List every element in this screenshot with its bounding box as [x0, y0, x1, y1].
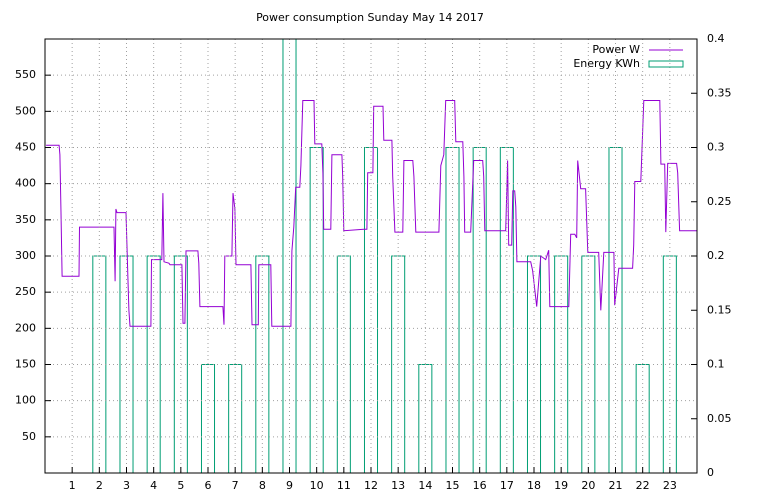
energy-bar	[581, 255, 596, 473]
x-tick-label: 16	[473, 479, 487, 492]
y-tick-label: 400	[15, 177, 36, 190]
x-tick-label: 10	[310, 479, 324, 492]
y-tick-label: 550	[15, 68, 36, 81]
y2-tick-label: 0.1	[707, 358, 725, 371]
y2-tick-label: 0	[707, 466, 714, 479]
y2-tick-label: 0.3	[707, 141, 725, 154]
x-tick-label: 15	[446, 479, 460, 492]
x-tick-label: 20	[581, 479, 595, 492]
x-tick-label: 9	[286, 479, 293, 492]
y-tick-label: 100	[15, 394, 36, 407]
y-tick-label: 500	[15, 104, 36, 117]
x-tick-label: 22	[636, 479, 650, 492]
y2-tick-label: 0.15	[707, 303, 732, 316]
y2-tick-label: 0.2	[707, 249, 725, 262]
x-tick-label: 12	[364, 479, 378, 492]
x-tick-label: 1	[69, 479, 76, 492]
energy-bar	[418, 364, 433, 473]
energy-bar	[336, 255, 351, 473]
y2-tick-label: 0.05	[707, 412, 732, 425]
x-tick-label: 18	[527, 479, 541, 492]
energy-bar	[608, 147, 623, 473]
y2-tick-label: 0.35	[707, 86, 732, 99]
energy-bar	[363, 147, 379, 473]
y-tick-label: 250	[15, 285, 36, 298]
y-tick-label: 350	[15, 213, 36, 226]
x-tick-label: 21	[609, 479, 623, 492]
x-tick-label: 4	[150, 479, 157, 492]
y2-tick-label: 0.25	[707, 195, 732, 208]
energy-bar	[635, 364, 650, 473]
x-tick-label: 13	[391, 479, 405, 492]
energy-bar	[228, 364, 243, 473]
plot-border	[44, 38, 698, 474]
x-tick-label: 11	[337, 479, 351, 492]
y-tick-label: 150	[15, 358, 36, 371]
energy-bar	[309, 147, 324, 473]
y-tick-label: 50	[22, 430, 36, 443]
x-tick-label: 17	[500, 479, 514, 492]
legend-swatch	[648, 60, 684, 68]
energy-bar	[200, 364, 216, 473]
x-tick-label: 7	[232, 479, 239, 492]
y2-tick-label: 0.4	[707, 32, 725, 45]
energy-bar	[282, 39, 297, 473]
x-tick-label: 23	[663, 479, 677, 492]
x-tick-label: 3	[123, 479, 130, 492]
power-line	[46, 100, 697, 327]
x-tick-label: 19	[554, 479, 568, 492]
x-tick-label: 6	[205, 479, 212, 492]
chart-title: Power consumption Sunday May 14 2017	[256, 11, 484, 24]
legend-label: Power W	[592, 43, 640, 56]
x-tick-label: 8	[259, 479, 266, 492]
legend-label: Energy KWh	[573, 57, 640, 70]
y-tick-label: 300	[15, 249, 36, 262]
x-tick-label: 14	[418, 479, 432, 492]
energy-bar	[445, 147, 460, 473]
y-tick-label: 450	[15, 141, 36, 154]
x-tick-label: 5	[177, 479, 184, 492]
y-tick-label: 200	[15, 321, 36, 334]
energy-bar	[92, 255, 107, 473]
x-tick-label: 2	[96, 479, 103, 492]
plot-area	[46, 39, 697, 473]
